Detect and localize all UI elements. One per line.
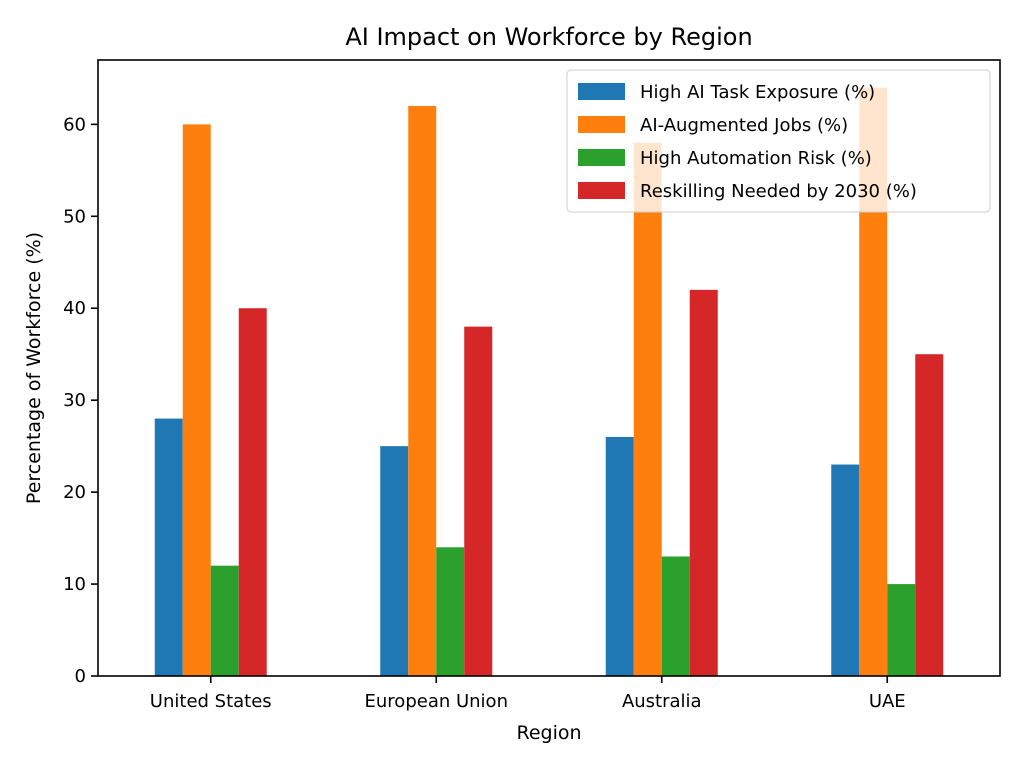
bar [633,142,662,676]
y-tick-label: 30 [63,390,86,411]
chart-title: AI Impact on Workforce by Region [345,23,752,51]
legend-swatch [578,182,625,199]
bar [380,446,409,676]
bar [689,289,718,676]
y-axis-label: Percentage of Workforce (%) [23,232,45,504]
bar [210,565,239,676]
legend-label: AI-Augmented Jobs (%) [640,115,848,136]
plot-frame [97,59,1001,677]
bar [915,354,944,676]
legend-label: High Automation Risk (%) [640,148,872,169]
y-tick-label: 40 [63,298,86,319]
legend-swatch [578,149,625,166]
x-tick-label: United States [150,691,272,712]
y-axis: 0 10 20 30 40 50 60 [63,114,98,687]
x-tick-label: European Union [365,691,508,712]
bar [661,556,690,676]
bar [605,436,634,676]
plot-area [154,87,944,676]
legend-swatch [578,116,625,133]
bar [831,464,860,676]
legend-label: Reskilling Needed by 2030 (%) [640,181,917,202]
y-tick-label: 0 [75,666,86,687]
x-axis: United States European Union Australia UAE [150,676,906,712]
x-tick-label: Australia [622,691,702,712]
legend: High AI Task Exposure (%) AI-Augmented Jo… [566,69,991,213]
y-tick-label: 60 [63,114,86,135]
legend-box [566,69,991,213]
y-tick-label: 50 [63,206,86,227]
legend-swatch [578,83,625,100]
bar [182,124,211,676]
bar [408,105,437,676]
y-tick-label: 20 [63,482,86,503]
bar [154,418,183,676]
bar [436,547,465,676]
bar [464,326,493,676]
legend-label: High AI Task Exposure (%) [640,82,875,103]
x-axis-label: Region [516,722,581,744]
y-tick-label: 10 [63,574,86,595]
bar [238,308,267,676]
bar [887,584,916,676]
x-tick-label: UAE [869,691,906,712]
